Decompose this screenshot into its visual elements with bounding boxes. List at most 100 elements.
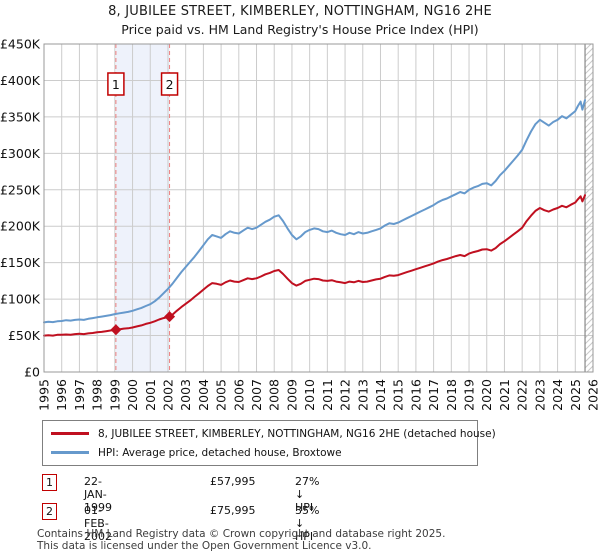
x-axis-tick-label: 2009 [284,379,299,411]
hatch-line [584,137,594,147]
hatch-line [584,215,594,225]
license-footer: Contains HM Land Registry data © Crown c… [37,528,445,552]
x-axis-tick-label: 2002 [160,379,175,411]
hatch-line [584,125,594,135]
sale-number-label: 1 [112,77,120,92]
hatch-line [584,59,594,69]
hatch-line [584,161,594,171]
x-axis-tick-label: 2015 [391,379,406,411]
y-axis-tick-label: £200K [0,219,41,234]
transaction-2-price: £75,995 [210,504,256,517]
x-axis-tick-label: 2007 [249,379,264,411]
hatch-line [584,251,594,261]
transaction-2-hpi-delta: 35% ↓ HPI [295,504,320,543]
hatch-line [584,347,594,357]
x-axis-tick-label: 2019 [462,379,477,411]
x-axis-tick-label: 2016 [408,379,423,411]
x-axis-tick-label: 2005 [214,379,229,411]
y-axis-tick-label: £400K [0,73,41,88]
hatch-line [584,335,594,345]
x-axis-tick-label: 2008 [267,379,282,411]
hatch-line [584,209,594,219]
x-axis-tick-label: 2000 [125,379,140,411]
x-axis-tick-label: 2025 [568,379,583,411]
y-axis-tick-label: £450K [0,37,41,52]
hatch-line [584,299,594,309]
x-axis-tick-label: 1995 [37,379,52,411]
transaction-2-date: 01-FEB-2002 [84,504,112,543]
price-line-swatch [51,432,89,435]
legend-label-hpi: HPI: Average price, detached house, Brox… [98,446,342,459]
hatch-line [584,107,594,117]
x-axis-tick-label: 2012 [338,379,353,411]
hatch-line [584,275,594,285]
series-line [43,99,586,324]
transaction-1-date: 22-JAN-1999 [84,475,112,514]
series-line [43,194,586,337]
hatch-line [584,305,594,315]
hatch-line [584,65,594,75]
hatch-line [584,281,594,291]
y-axis-tick-label: £0 [24,365,40,380]
x-axis-tick-label: 2001 [143,379,158,411]
legend-box: 8, JUBILEE STREET, KIMBERLEY, NOTTINGHAM… [42,420,496,466]
page-subtitle: Price paid vs. HM Land Registry's House … [121,22,479,37]
y-axis-tick-label: £100K [0,292,41,307]
y-axis-tick-label: £350K [0,109,41,124]
transaction-1-marker: 1 [42,474,57,491]
sale-number-box [160,72,179,96]
hatch-line [584,329,594,339]
hatch-line [584,155,594,165]
x-axis-tick-label: 2026 [586,379,600,411]
hatch-line [584,227,594,237]
hatch-line [584,173,594,183]
hatch-line [584,191,594,201]
x-axis-tick-label: 2014 [373,379,388,411]
hatch-line [584,239,594,249]
price-history-chart: 1 2 £0 £50K £100K £150K £200K £250K £300K £350K £4… [0,37,600,411]
hatch-line [584,221,594,231]
footer-line-2: This data is licensed under the Open Gov… [37,539,372,552]
hatch-line [584,233,594,243]
hatch-line [584,119,594,129]
sale-number-label: 2 [166,77,174,92]
hatch-line [584,43,592,51]
page-title: 8, JUBILEE STREET, KIMBERLEY, NOTTINGHAM… [108,4,492,19]
hatch-line [584,257,594,267]
x-axis-tick-label: 1997 [72,379,87,411]
x-axis-tick-label: 2006 [231,379,246,411]
hatch-line [584,269,594,279]
hatch-line [584,47,594,57]
x-axis-tick-label: 2003 [178,379,193,411]
hatch-line [584,89,594,99]
legend-row-price: 8, JUBILEE STREET, KIMBERLEY, NOTTINGHAM… [43,427,496,441]
y-axis-tick-label: £250K [0,182,41,197]
hatch-line [584,113,594,123]
hatch-line [584,323,594,333]
x-axis-tick-label: 2022 [515,379,530,411]
hatch-line [584,263,594,273]
legend-row-hpi: HPI: Average price, detached house, Brox… [43,446,477,460]
sale-number-box [107,72,125,96]
hatch-line [584,185,594,195]
hatch-line [584,53,594,63]
x-axis-tick-label: 1996 [54,379,69,411]
hatch-line [584,143,594,153]
x-axis-tick-label: 1998 [90,379,105,411]
hatch-line [584,317,594,327]
transaction-1-price: £57,995 [210,475,256,488]
x-axis-tick-label: 2018 [444,379,459,411]
transaction-2-marker: 2 [42,503,57,520]
y-axis-tick-label: £300K [0,146,41,161]
x-axis-tick-label: 2011 [320,379,335,411]
hatch-line [584,353,594,363]
hatch-line [584,359,594,369]
hpi-line-swatch [51,451,89,454]
hatch-line [584,71,594,81]
hatch-line [584,179,594,189]
y-axis-tick-label: £50K [8,328,41,343]
hatch-line [584,197,594,207]
hatch-line [584,245,594,255]
x-axis-tick-label: 2010 [302,379,317,411]
x-axis-tick-label: 2020 [479,379,494,411]
